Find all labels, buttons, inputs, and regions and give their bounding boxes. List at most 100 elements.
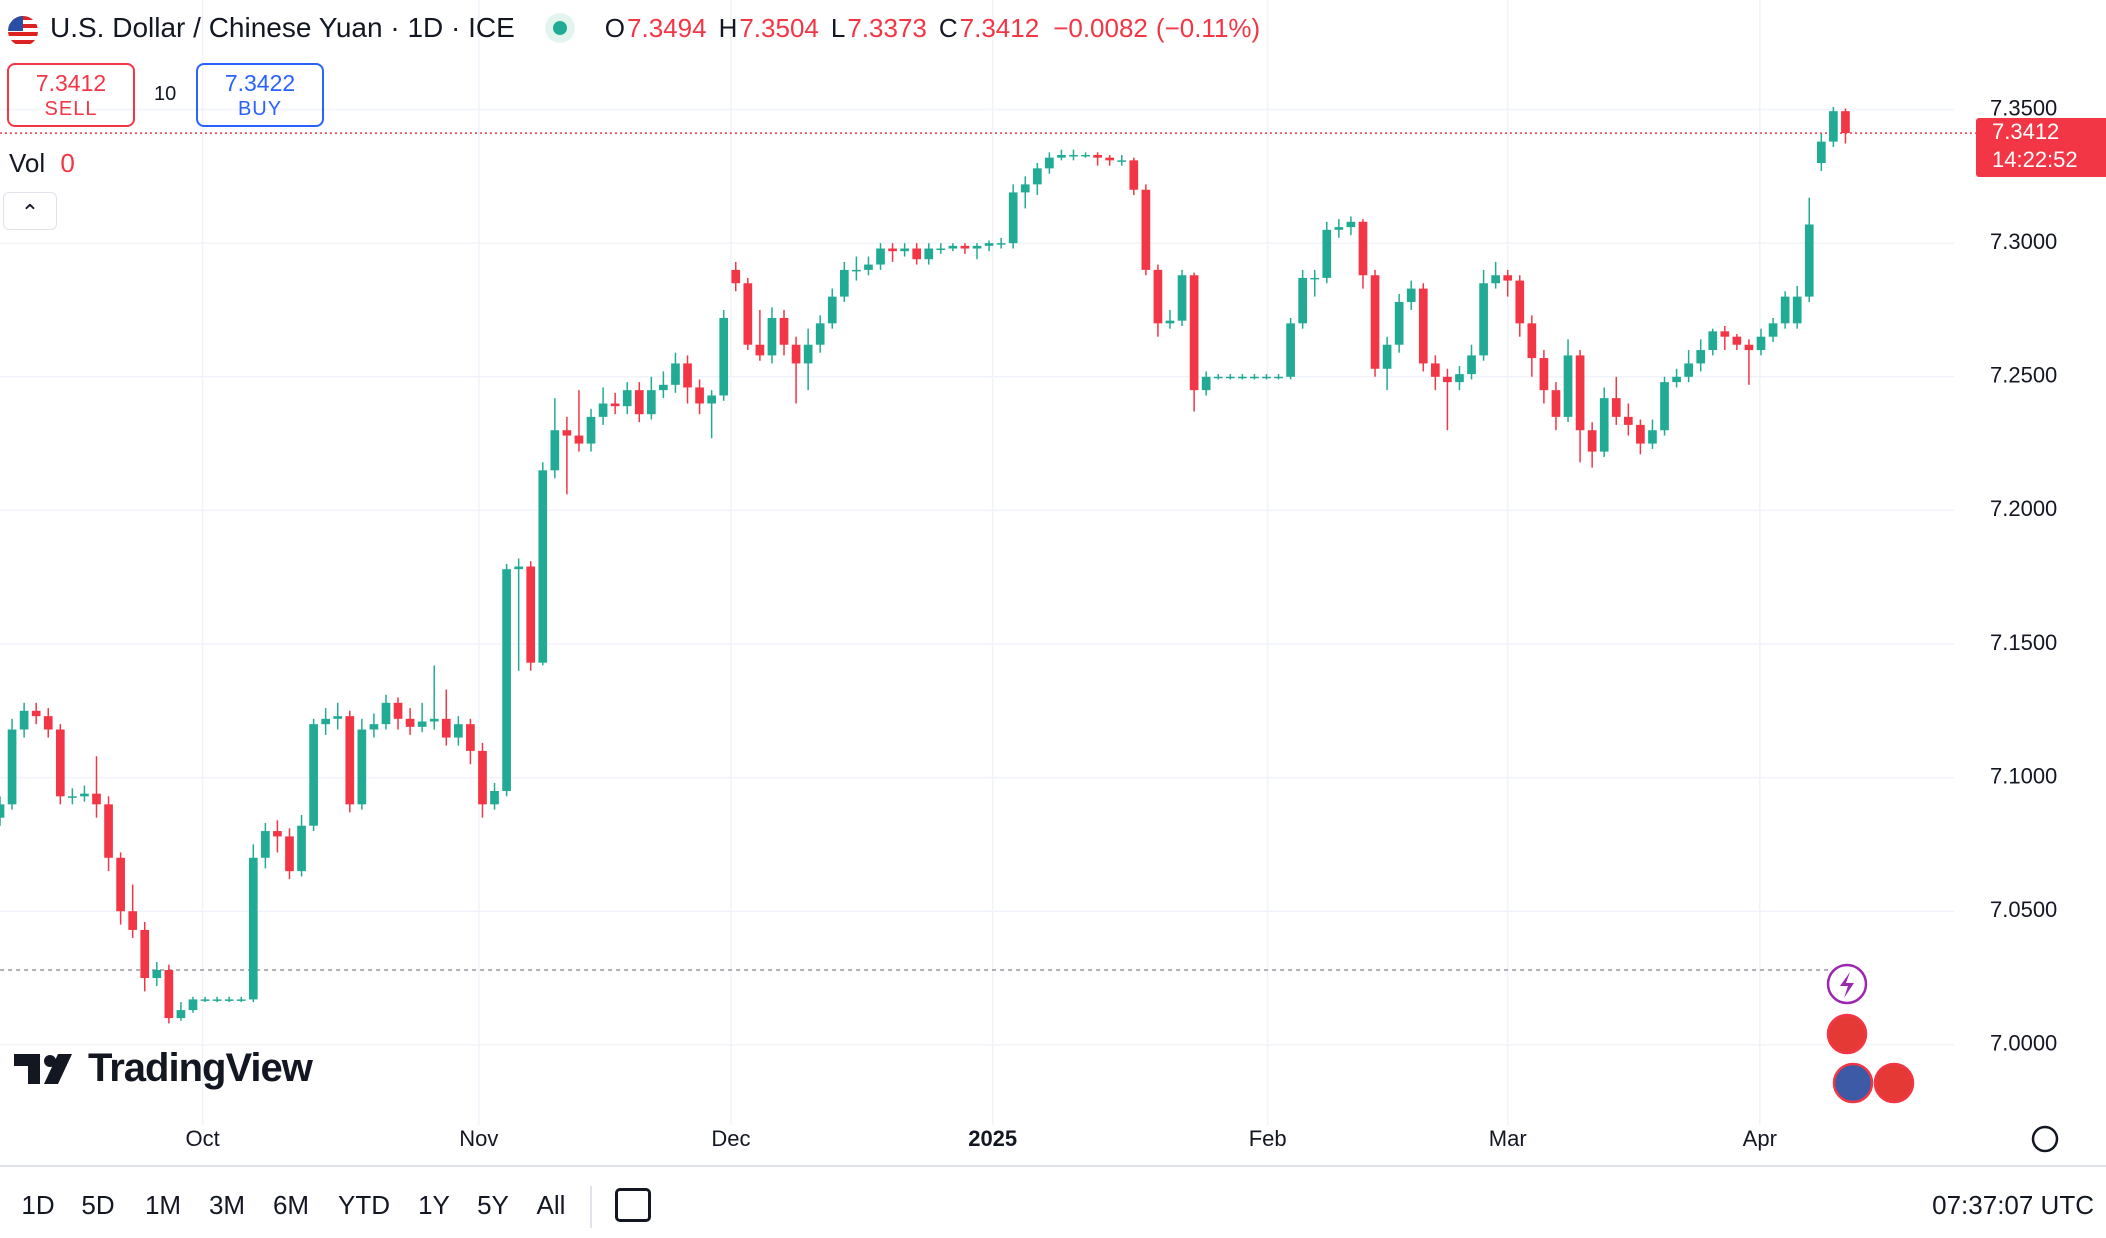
x-tick-label: Dec: [711, 1126, 750, 1151]
buy-label: BUY: [237, 98, 283, 120]
candle-body: [1153, 269, 1163, 324]
candle-body: [212, 999, 222, 1001]
event-icon-bolt: [1840, 972, 1854, 998]
range-button[interactable]: 1D: [21, 1190, 55, 1220]
x-tick-label: Nov: [459, 1126, 498, 1151]
range-button[interactable]: 5D: [81, 1190, 115, 1220]
candle-body: [140, 929, 150, 979]
candle-body: [1334, 227, 1344, 230]
candle-body: [1503, 275, 1513, 281]
candle-body: [1708, 331, 1718, 351]
candle-body: [176, 1010, 186, 1019]
ohlc-values: O7.3494 H7.3504 L7.3373 C7.3412: [605, 13, 1039, 44]
candle-body: [1394, 301, 1404, 345]
sell-button[interactable]: 7.3412 SELL: [7, 63, 135, 127]
candle-body: [695, 387, 704, 404]
range-button[interactable]: 3M: [208, 1190, 246, 1220]
event-flag-icon: [1873, 1062, 1915, 1104]
candle-body: [876, 248, 885, 265]
range-button[interactable]: 1Y: [418, 1190, 450, 1220]
buy-button[interactable]: 7.3422 BUY: [196, 63, 324, 127]
ohlc-label: C: [938, 12, 958, 43]
candle-body: [1165, 320, 1175, 324]
range-button[interactable]: YTD: [338, 1190, 390, 1220]
candle-body: [381, 702, 391, 725]
brand-logo: TradingView: [14, 1046, 313, 1091]
candle-body: [1732, 336, 1742, 345]
ohlc-value: 7.3494: [627, 12, 707, 43]
plot-area: [0, 0, 1976, 1125]
candle-body: [803, 344, 813, 364]
countdown: 14:22:52: [1992, 147, 2078, 172]
ohlc-label: L: [830, 12, 846, 43]
price-tag: 7.3412 14:22:52: [1976, 118, 2106, 177]
x-tick-label: Apr: [1743, 1126, 1777, 1151]
candle-body: [1599, 398, 1609, 452]
candle-body: [1443, 376, 1452, 383]
change: −0.0082: [1053, 12, 1148, 43]
candle-body: [936, 248, 946, 251]
range-button[interactable]: 1M: [144, 1190, 182, 1220]
candle-body: [309, 724, 318, 826]
buy-price: 7.3422: [224, 70, 296, 96]
candle-body: [1455, 374, 1464, 383]
event-flag-icon: [1826, 1013, 1868, 1055]
x-tick-label: 2025: [968, 1126, 1017, 1151]
collapse-button[interactable]: ⌃: [3, 192, 57, 230]
candle-body: [333, 716, 343, 719]
ohlc-value: 7.3373: [847, 12, 927, 43]
candle-body: [261, 831, 270, 858]
clock: 07:37:07 UTC: [1932, 1190, 2094, 1220]
candle-body: [1479, 283, 1488, 356]
range-button[interactable]: 5Y: [477, 1190, 509, 1220]
candle-body: [31, 710, 41, 717]
candle-body: [1032, 168, 1042, 185]
candle-body: [297, 825, 306, 872]
candle-body: [1418, 288, 1428, 364]
candle-body: [1515, 280, 1525, 324]
candle-body: [490, 790, 499, 805]
date-range-button[interactable]: [615, 1188, 651, 1222]
candle-body: [598, 403, 608, 417]
candle-body: [1829, 111, 1838, 142]
candle-body: [1346, 221, 1356, 228]
last-price: 7.3412: [1992, 119, 2060, 144]
ohlc-item: H7.3504: [719, 13, 819, 44]
candle-body: [888, 248, 897, 252]
candle-body: [104, 804, 113, 858]
candle-body: [43, 716, 53, 730]
candle-body: [1551, 390, 1561, 417]
candle-body: [1141, 189, 1151, 270]
candle-body: [200, 999, 210, 1001]
candle-body: [19, 710, 29, 730]
volume-label: Vol: [9, 148, 46, 178]
range-button[interactable]: 6M: [272, 1190, 310, 1220]
x-tick-label: Mar: [1489, 1126, 1527, 1151]
candle-body: [526, 566, 536, 663]
range-button[interactable]: All: [536, 1190, 566, 1220]
candle-body: [1563, 355, 1573, 417]
candle-body: [273, 831, 282, 837]
candle-body: [1792, 296, 1802, 324]
candle-body: [1298, 277, 1308, 324]
candle-body: [224, 999, 234, 1001]
candle-body: [1816, 141, 1826, 164]
candle-body: [502, 569, 511, 791]
flag-icon: [8, 16, 38, 46]
candle-body: [68, 796, 77, 798]
ohlc-item: O7.3494: [605, 13, 707, 44]
spread: 10: [154, 83, 177, 105]
ohlc-value: 7.3504: [739, 12, 819, 43]
candle-body: [1804, 224, 1814, 297]
change-percent: (−0.11%): [1155, 12, 1261, 43]
candle-body: [1587, 430, 1597, 452]
candle-body: [466, 724, 475, 751]
volume-legend: Vol 0: [9, 148, 75, 179]
candle-body: [960, 245, 970, 249]
candle-body: [369, 724, 379, 730]
candle-body: [1841, 111, 1850, 134]
candle-body: [7, 729, 17, 805]
candle-body: [357, 729, 367, 805]
brand-mark: [14, 1053, 72, 1084]
